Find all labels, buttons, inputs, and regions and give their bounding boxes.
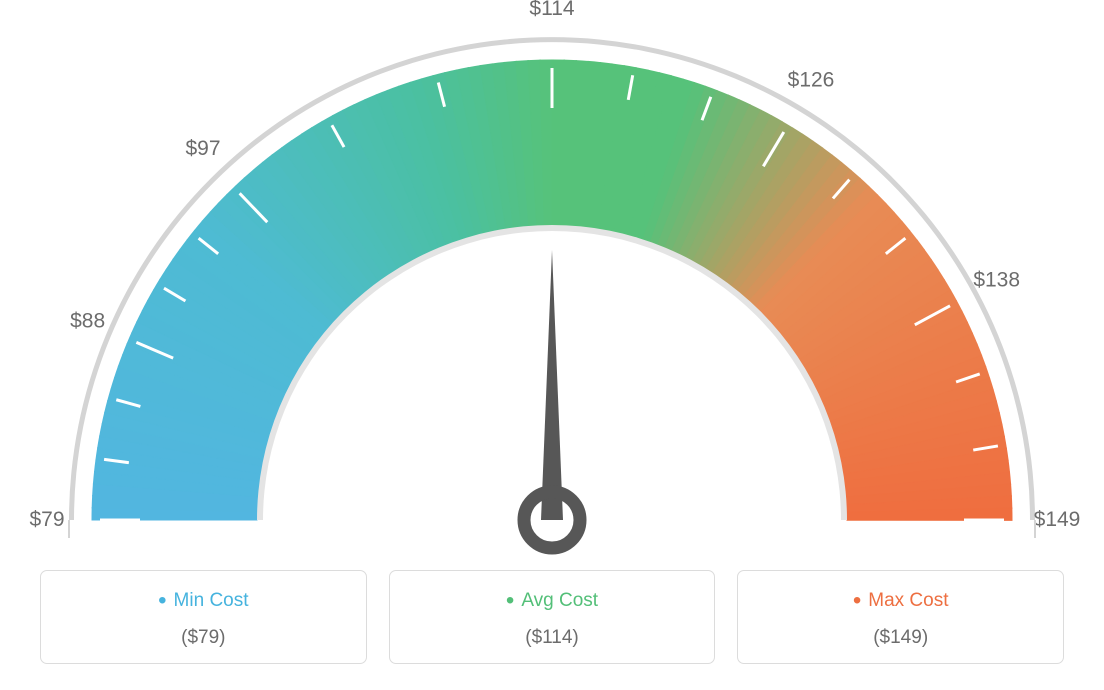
legend-value: ($149) (748, 627, 1053, 649)
gauge-svg: $79 $88 $97 $114 $126 $138 $149 (0, 0, 1104, 560)
legend-card-avg-cost: Avg Cost ($114) (389, 570, 716, 664)
legend-card-max-cost: Max Cost ($149) (737, 570, 1064, 664)
gauge-needle (541, 250, 563, 520)
legend-title: Max Cost (748, 587, 1053, 615)
gauge-chart: $79 $88 $97 $114 $126 $138 $149 (0, 0, 1104, 560)
tick-label: $149 (1034, 508, 1081, 531)
tick-label: $126 (788, 68, 835, 91)
tick-label: $97 (185, 137, 220, 160)
tick-label: $88 (70, 310, 105, 333)
legend-card-min-cost: Min Cost ($79) (40, 570, 367, 664)
legend-row: Min Cost ($79) Avg Cost ($114) Max Cost ($149… (0, 560, 1104, 664)
legend-title: Min Cost (51, 587, 356, 615)
tick-label: $79 (29, 508, 64, 531)
legend-value: ($114) (400, 627, 705, 649)
tick-label: $114 (529, 0, 574, 20)
tick-label: $138 (973, 269, 1020, 292)
legend-value: ($79) (51, 627, 356, 649)
legend-title: Avg Cost (400, 587, 705, 615)
